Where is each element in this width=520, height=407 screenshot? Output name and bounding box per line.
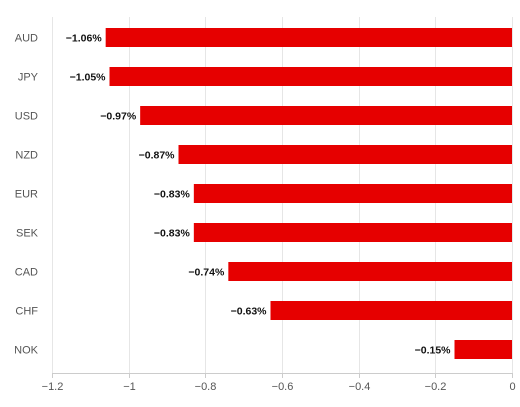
bar-sek bbox=[193, 223, 513, 242]
category-label-eur: EUR bbox=[15, 189, 38, 201]
x-tick-labels: −1.2 −1 −0.8 −0.6 −0.4 −0.2 0 bbox=[42, 373, 516, 393]
bar-jpy bbox=[109, 67, 512, 86]
bar-usd bbox=[140, 106, 512, 125]
bar-nok bbox=[454, 340, 512, 359]
x-tick-label: −1.2 bbox=[42, 381, 64, 393]
data-label-usd: −0.97% bbox=[100, 111, 137, 123]
category-label-aud: AUD bbox=[15, 33, 38, 45]
category-label-nzd: NZD bbox=[15, 150, 38, 162]
category-label-jpy: JPY bbox=[18, 72, 39, 84]
data-label-sek: −0.83% bbox=[154, 228, 191, 240]
bar-chf bbox=[270, 301, 512, 320]
x-tick-label: −0.8 bbox=[195, 381, 217, 393]
bar-eur bbox=[193, 184, 513, 203]
x-tick-label: 0 bbox=[509, 381, 515, 393]
data-labels: −1.06% −1.05% −0.97% −0.87% −0.83% −0.83% −0.7… bbox=[66, 33, 451, 357]
data-label-aud: −1.06% bbox=[66, 33, 103, 45]
data-label-chf: −0.63% bbox=[231, 306, 268, 318]
data-label-nok: −0.15% bbox=[415, 345, 452, 357]
category-label-usd: USD bbox=[15, 111, 38, 123]
bar-cad bbox=[228, 262, 513, 281]
bar-aud bbox=[105, 28, 513, 47]
category-label-nok: NOK bbox=[14, 345, 39, 357]
category-label-chf: CHF bbox=[15, 306, 38, 318]
bars bbox=[105, 28, 513, 359]
category-label-sek: SEK bbox=[16, 228, 39, 240]
bar-nzd bbox=[178, 145, 512, 164]
data-label-eur: −0.83% bbox=[154, 189, 191, 201]
category-labels: AUD JPY USD NZD EUR SEK CAD CHF NOK bbox=[14, 33, 39, 357]
data-label-nzd: −0.87% bbox=[139, 150, 176, 162]
x-tick-label: −1 bbox=[123, 381, 136, 393]
data-label-jpy: −1.05% bbox=[70, 72, 107, 84]
category-label-cad: CAD bbox=[15, 267, 38, 279]
data-label-cad: −0.74% bbox=[188, 267, 225, 279]
x-tick-label: −0.2 bbox=[425, 381, 447, 393]
x-tick-label: −0.4 bbox=[349, 381, 371, 393]
x-tick-label: −0.6 bbox=[272, 381, 294, 393]
